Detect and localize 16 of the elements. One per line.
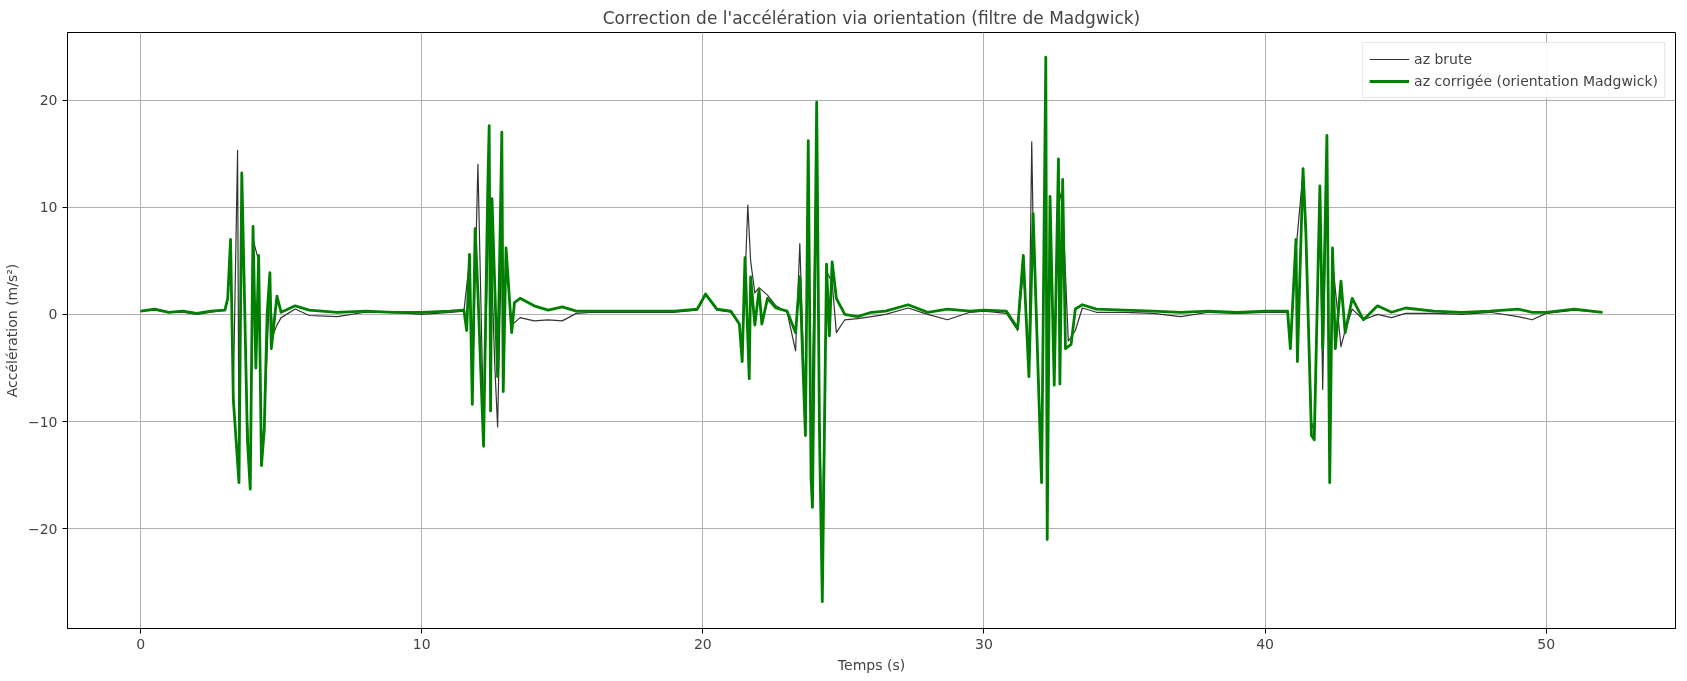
legend-label: az brute	[1414, 51, 1473, 67]
y-tick-label: 0	[48, 306, 58, 323]
x-tick-label: 40	[1256, 635, 1274, 652]
x-tick-label: 0	[136, 635, 146, 652]
y-tick-label: 10	[39, 199, 58, 216]
x-tick-label: 10	[412, 635, 431, 652]
x-tick-label: 50	[1537, 635, 1556, 652]
x-tick-label: 30	[975, 635, 993, 652]
y-axis-title: Accélération (m/s²)	[3, 263, 20, 398]
x-tick-label: 20	[693, 635, 712, 652]
y-tick-label: −20	[27, 520, 58, 537]
chart-title: Correction de l'accélération via orientation (filtre de Madgwick)	[602, 7, 1141, 28]
y-tick-label: 20	[39, 92, 58, 109]
x-axis-title: Temps (s)	[836, 656, 906, 673]
legend-label: az corrigée (orientation Madgwick)	[1414, 73, 1658, 89]
y-tick-label: −10	[27, 413, 58, 430]
